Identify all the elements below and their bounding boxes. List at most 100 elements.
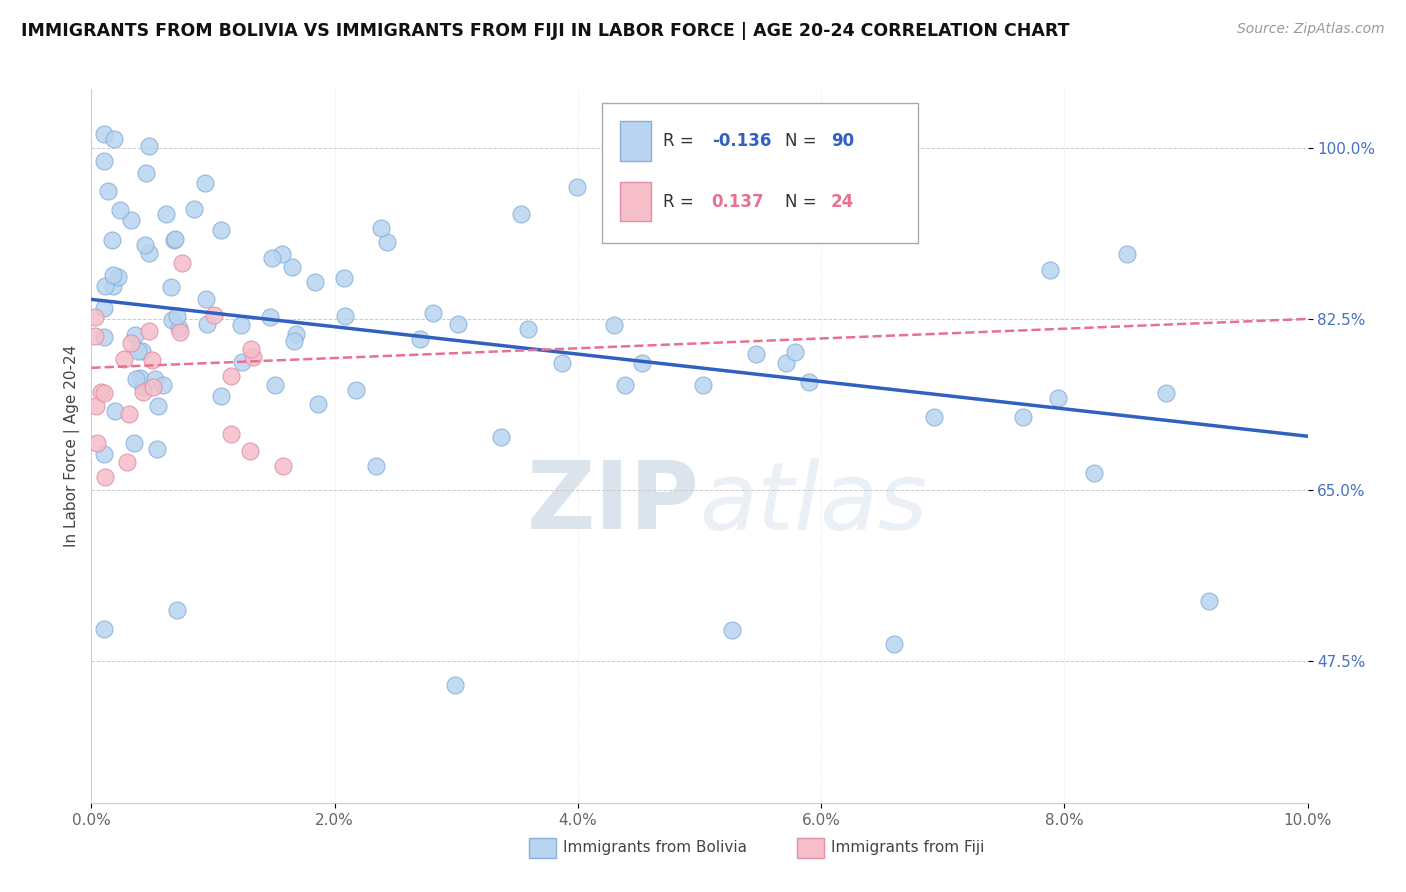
- Point: [284, 327, 307, 342]
- Point: [1198, 594, 1220, 608]
- Point: [103, 132, 125, 146]
- Point: [219, 427, 242, 442]
- Point: [107, 270, 129, 285]
- Text: IMMIGRANTS FROM BOLIVIA VS IMMIGRANTS FROM FIJI IN LABOR FORCE | AGE 20-24 CORRE: IMMIGRANTS FROM BOLIVIA VS IMMIGRANTS FR…: [21, 22, 1070, 40]
- Bar: [620, 182, 651, 221]
- Bar: [797, 838, 824, 858]
- Point: [283, 334, 305, 349]
- Point: [922, 410, 945, 425]
- Point: [692, 378, 714, 392]
- Point: [93, 470, 115, 484]
- Point: [1154, 386, 1177, 401]
- Point: [259, 310, 281, 324]
- Point: [785, 345, 807, 359]
- Point: [567, 179, 589, 194]
- Text: 90: 90: [831, 132, 853, 150]
- Point: [117, 455, 139, 469]
- Point: [100, 233, 122, 247]
- Point: [103, 278, 125, 293]
- Point: [155, 207, 177, 221]
- Text: Immigrants from Bolivia: Immigrants from Bolivia: [564, 840, 747, 855]
- Point: [93, 301, 115, 316]
- Point: [239, 443, 262, 458]
- Point: [169, 325, 191, 339]
- Point: [124, 435, 146, 450]
- Point: [195, 317, 218, 331]
- Point: [443, 678, 465, 692]
- Point: [142, 380, 165, 394]
- Point: [364, 459, 387, 474]
- Point: [138, 324, 160, 338]
- Point: [172, 256, 194, 270]
- Point: [263, 377, 285, 392]
- Point: [194, 176, 217, 190]
- Point: [195, 292, 218, 306]
- Point: [121, 212, 143, 227]
- Bar: [529, 838, 555, 858]
- Point: [138, 245, 160, 260]
- Point: [614, 378, 637, 392]
- Text: N =: N =: [785, 132, 821, 150]
- Point: [631, 356, 654, 370]
- Point: [167, 321, 190, 335]
- Text: Immigrants from Fiji: Immigrants from Fiji: [831, 840, 984, 855]
- Point: [146, 400, 169, 414]
- Point: [134, 238, 156, 252]
- Point: [375, 235, 398, 249]
- Point: [422, 306, 444, 320]
- Point: [551, 356, 574, 370]
- Point: [118, 407, 141, 421]
- Point: [101, 268, 124, 282]
- Point: [97, 184, 120, 198]
- Point: [883, 637, 905, 651]
- Point: [138, 138, 160, 153]
- Point: [491, 430, 513, 444]
- Text: 24: 24: [831, 193, 853, 211]
- Point: [517, 322, 540, 336]
- Point: [166, 310, 188, 324]
- Point: [333, 271, 356, 285]
- Point: [209, 389, 232, 403]
- Text: -0.136: -0.136: [711, 132, 770, 150]
- Text: N =: N =: [785, 193, 821, 211]
- Point: [304, 275, 326, 289]
- Point: [93, 279, 115, 293]
- Point: [202, 308, 225, 322]
- Point: [112, 351, 135, 366]
- Text: atlas: atlas: [699, 458, 928, 549]
- Point: [163, 231, 186, 245]
- Text: 0.137: 0.137: [711, 193, 765, 211]
- Point: [307, 397, 329, 411]
- Point: [745, 347, 768, 361]
- Point: [1115, 247, 1137, 261]
- Point: [1039, 263, 1062, 277]
- Text: R =: R =: [664, 132, 699, 150]
- Text: ZIP: ZIP: [527, 457, 699, 549]
- Point: [271, 246, 294, 260]
- Point: [281, 260, 304, 274]
- Point: [125, 372, 148, 386]
- Point: [409, 332, 432, 346]
- Point: [131, 385, 153, 400]
- Point: [108, 202, 131, 217]
- Point: [90, 384, 112, 399]
- Point: [447, 317, 470, 331]
- Point: [166, 603, 188, 617]
- Point: [152, 378, 174, 392]
- Point: [1012, 409, 1035, 424]
- Point: [160, 313, 183, 327]
- Point: [131, 343, 153, 358]
- Point: [242, 350, 264, 364]
- Point: [603, 318, 626, 332]
- Point: [93, 128, 115, 142]
- Point: [333, 310, 356, 324]
- Point: [231, 318, 253, 332]
- Point: [143, 372, 166, 386]
- Point: [799, 376, 821, 390]
- Point: [127, 343, 149, 358]
- Point: [775, 356, 797, 370]
- Point: [160, 280, 183, 294]
- FancyBboxPatch shape: [602, 103, 918, 243]
- Point: [131, 380, 153, 394]
- Point: [141, 352, 163, 367]
